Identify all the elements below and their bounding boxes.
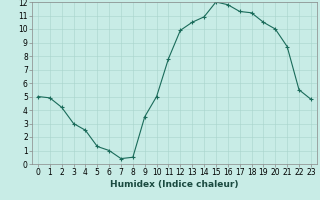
X-axis label: Humidex (Indice chaleur): Humidex (Indice chaleur) bbox=[110, 180, 239, 189]
